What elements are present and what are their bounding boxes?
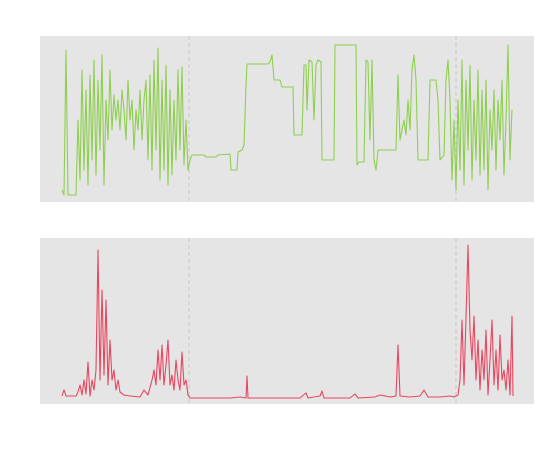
- series-line: [61, 244, 514, 399]
- series-line: [61, 44, 513, 196]
- plot-area: [40, 238, 534, 404]
- plot-area: [40, 36, 534, 202]
